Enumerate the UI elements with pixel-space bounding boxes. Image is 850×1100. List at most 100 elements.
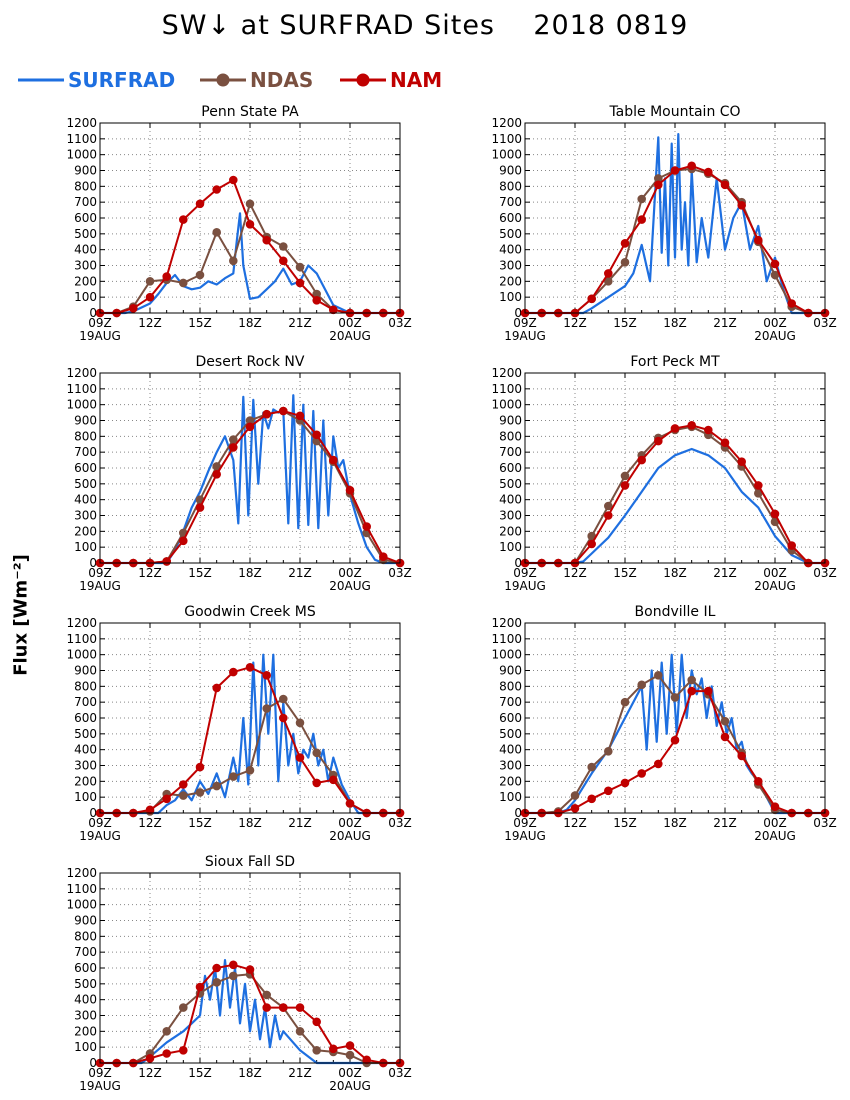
x-tick-label: 15Z [188, 316, 212, 330]
data-point-nam [312, 1017, 322, 1027]
x-tick-label: 15Z [613, 816, 637, 830]
x-tick-label: 09Z [88, 1066, 112, 1080]
x-tick-date-label: 20AUG [754, 329, 796, 343]
data-point-nam [229, 443, 238, 452]
y-tick-label: 1200 [491, 366, 522, 380]
data-point-nam [329, 305, 338, 315]
data-point-nam [570, 804, 580, 813]
data-point-ndas [604, 747, 613, 756]
y-tick-label: 200 [499, 774, 522, 788]
data-point-nam [229, 960, 238, 970]
y-tick-label: 500 [74, 727, 97, 741]
x-tick-date-label: 19AUG [504, 579, 546, 593]
y-tick-label: 900 [74, 914, 97, 928]
data-point-nam [720, 180, 730, 190]
data-point-ndas [720, 716, 730, 726]
data-point-nam [312, 296, 322, 305]
series-line-surfrad [100, 653, 400, 815]
data-point-nam [195, 762, 205, 772]
y-tick-label: 100 [74, 790, 97, 804]
data-point-ndas [229, 971, 238, 981]
data-point-nam [704, 686, 713, 696]
data-point-ndas [212, 978, 221, 987]
x-tick-label: 21Z [713, 816, 737, 830]
x-tick-label: 00Z [338, 816, 362, 830]
y-tick-label: 1000 [66, 148, 97, 162]
data-point-nam [212, 185, 221, 194]
y-tick-label: 700 [499, 195, 522, 209]
panel-title: Table Mountain CO [608, 104, 740, 120]
legend-line-ndas [200, 73, 246, 87]
plot-frame [524, 372, 826, 564]
y-tick-label: 100 [74, 540, 97, 554]
plot-frame [99, 372, 401, 564]
y-tick-label: 700 [74, 945, 97, 959]
legend-line-nam [340, 73, 386, 87]
panel-goodwin-creek: Goodwin Creek MS010020030040050060070080… [66, 604, 411, 843]
data-point-nam [145, 805, 155, 815]
data-point-ndas [312, 748, 322, 758]
y-tick-label: 100 [499, 290, 522, 304]
data-point-nam [754, 481, 763, 490]
y-tick-label: 900 [74, 414, 97, 428]
y-tick-label: 800 [74, 929, 97, 943]
data-point-nam [345, 1041, 355, 1050]
data-point-nam [145, 1054, 155, 1063]
y-tick-label: 700 [74, 695, 97, 709]
data-point-nam [345, 485, 355, 495]
data-point-ndas [654, 671, 663, 680]
y-tick-label: 800 [74, 429, 97, 443]
y-tick-label: 700 [499, 445, 522, 459]
x-tick-label: 12Z [138, 566, 162, 580]
data-point-nam [262, 409, 271, 419]
y-tick-label: 1000 [66, 898, 97, 912]
data-point-nam [720, 438, 730, 447]
y-tick-label: 500 [74, 977, 97, 991]
data-point-nam [245, 965, 255, 974]
x-tick-label: 03Z [813, 316, 837, 330]
data-point-ndas [312, 1046, 322, 1055]
y-axis-label-wrapper: Flux [Wm⁻²] [6, 410, 36, 820]
y-tick-label: 300 [74, 759, 97, 773]
x-tick-label: 00Z [338, 566, 362, 580]
y-tick-label: 900 [499, 164, 522, 178]
x-tick-date-label: 19AUG [504, 329, 546, 343]
plot-area [525, 373, 825, 563]
data-point-nam [362, 1055, 372, 1065]
y-tick-label: 300 [499, 259, 522, 273]
y-tick-label: 600 [74, 711, 97, 725]
panel-penn-state: Penn State PA010020030040050060070080090… [66, 104, 411, 343]
data-point-ndas [295, 262, 305, 272]
x-tick-label: 03Z [388, 566, 412, 580]
data-point-ndas [195, 788, 205, 797]
y-tick-label: 100 [74, 1040, 97, 1054]
data-point-nam [604, 786, 613, 796]
x-tick-label: 18Z [238, 566, 262, 580]
data-point-nam [654, 759, 663, 769]
y-tick-label: 1100 [66, 132, 97, 146]
data-point-nam [295, 753, 305, 762]
y-tick-label: 1200 [66, 366, 97, 380]
data-point-ndas [229, 435, 238, 444]
data-point-nam [262, 235, 271, 245]
data-point-nam [687, 161, 696, 171]
data-point-nam [312, 430, 322, 440]
data-point-nam [212, 470, 221, 479]
x-tick-label: 18Z [238, 316, 262, 330]
data-point-nam [295, 278, 305, 288]
x-tick-label: 21Z [713, 316, 737, 330]
data-point-nam [704, 167, 713, 177]
y-tick-label: 800 [499, 679, 522, 693]
data-point-nam [620, 778, 630, 788]
data-point-ndas [279, 694, 288, 704]
panel-title: Penn State PA [201, 104, 299, 120]
data-point-ndas [162, 1027, 171, 1036]
y-tick-label: 800 [499, 429, 522, 443]
data-point-ndas [262, 704, 271, 713]
y-tick-label: 1100 [66, 882, 97, 896]
data-point-ndas [295, 718, 305, 728]
plot-frame [99, 872, 401, 1064]
data-point-nam [195, 503, 205, 512]
y-tick-label: 600 [499, 461, 522, 475]
panel-title: Goodwin Creek MS [184, 604, 316, 620]
